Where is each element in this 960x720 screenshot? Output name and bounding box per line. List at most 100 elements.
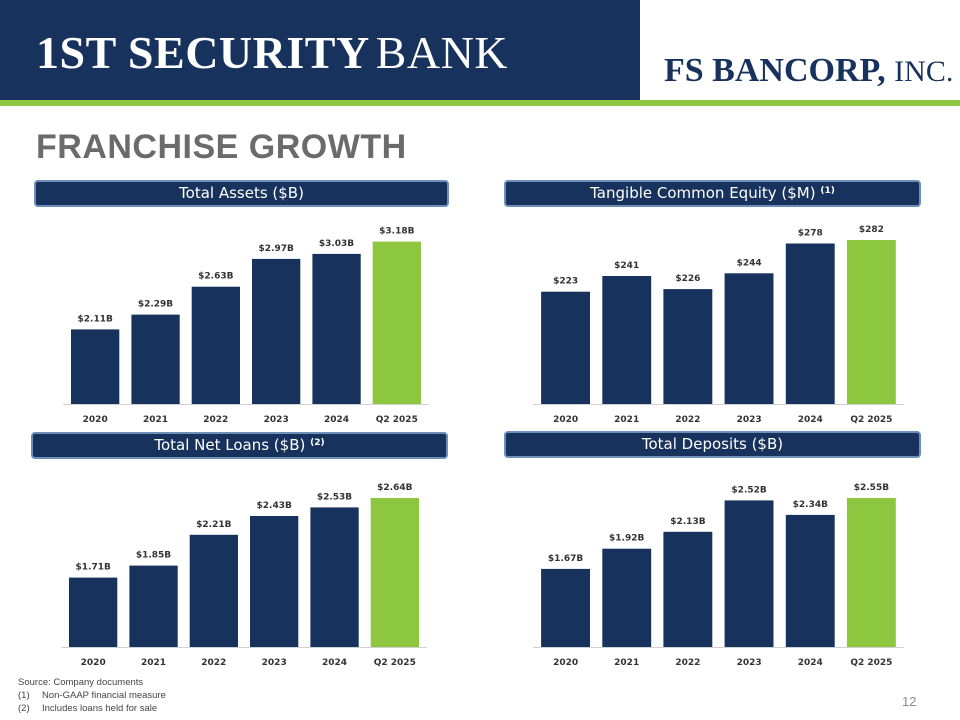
data-label: $278 [798,229,823,239]
x-tick-label: 2024 [798,658,823,668]
footnote-number: (1) [18,690,30,701]
bar-2020 [71,329,120,404]
x-tick-label: 2024 [322,658,347,668]
bar-2021 [602,548,652,647]
footnote-text: Non-GAAP financial measure [42,690,166,701]
x-tick-label: 2022 [201,658,226,668]
bar-q2-2025 [846,240,896,404]
data-label: $1.67B [548,554,583,564]
bank-logo-word: BANK [375,27,509,78]
x-tick-label: 2022 [675,415,700,425]
bank-logo-main: 1ST SECURITY [36,27,370,78]
x-tick-label: 2020 [81,658,106,668]
footnote-row: (2) Includes loans held for sale [18,702,166,715]
page-title: FRANCHISE GROWTH [36,128,407,166]
data-label: $1.85B [136,551,171,561]
footnote-number: (2) [18,703,30,714]
x-tick-label: Q2 2025 [376,415,418,425]
corp-logo-main: FS BANCORP, [664,52,886,89]
x-tick-label: 2023 [737,658,762,668]
x-tick-label: 2020 [553,658,578,668]
chart-header-total-net-loans: Total Net Loans ($B) (2) [31,432,448,459]
bar-2022 [663,531,713,647]
data-label: $2.11B [78,314,113,324]
bar-q2-2025 [846,498,896,647]
bar-2023 [252,258,301,404]
bar-2021 [131,314,180,404]
chart-title: Total Net Loans ($B) [154,436,306,454]
x-tick-label: 2024 [324,415,349,425]
chart-header-total-deposits: Total Deposits ($B) [504,431,921,458]
bar-2021 [129,565,178,647]
x-tick-label: 2021 [141,658,166,668]
chart-header-total-assets: Total Assets ($B) [34,180,449,207]
data-label: $226 [675,274,700,284]
chart-title-note: (1) [820,186,835,196]
x-tick-label: 2020 [553,415,578,425]
bar-2024 [312,253,361,404]
bar-2024 [785,243,835,404]
bar-2021 [602,276,652,404]
chart-total-assets: $2.11B 2020 $2.29B 2021 $2.63B 2022 $2.97B 2023… [63,227,429,425]
page-number: 12 [902,694,917,709]
x-tick-label: 2023 [262,658,287,668]
bar-2020 [541,568,590,647]
bank-logo: 1ST SECURITY BANK [36,26,508,79]
footnote-text: Includes loans held for sale [42,703,158,714]
data-label: $1.92B [609,534,644,544]
x-tick-label: 2022 [203,415,228,425]
data-label: $1.71B [76,563,111,573]
footnote-row: (1) Non-GAAP financial measure [18,689,166,702]
bar-2023 [724,500,774,647]
bar-2020 [541,291,590,404]
data-label: $244 [737,258,762,268]
x-tick-label: 2023 [264,415,289,425]
x-tick-label: Q2 2025 [850,415,892,425]
header-green-rule [0,100,960,106]
x-tick-label: 2022 [675,658,700,668]
data-label: $2.21B [196,520,231,530]
bar-q2-2025 [372,241,421,404]
bar-2022 [189,534,238,647]
bar-2022 [663,289,713,404]
data-label: $3.18B [379,227,414,237]
x-tick-label: Q2 2025 [850,658,892,668]
footnote-source: Source: Company documents [18,677,144,688]
x-tick-label: 2021 [614,415,639,425]
x-tick-label: 2024 [798,415,823,425]
bar-2023 [724,273,774,404]
data-label: $2.43B [257,501,292,511]
data-label: $282 [859,225,884,235]
corp-logo: FS BANCORP, INC. [664,52,953,90]
footnotes: Source: Company documents (1) Non-GAAP f… [18,676,166,715]
data-label: $2.29B [138,300,173,310]
chart-title: Total Assets ($B) [179,184,304,202]
x-tick-label: 2021 [614,658,639,668]
data-label: $2.34B [793,500,828,510]
chart-title-note: (2) [310,438,325,448]
corp-logo-word: INC. [894,55,954,88]
x-tick-label: 2021 [143,415,168,425]
data-label: $2.13B [670,517,705,527]
chart-title: Tangible Common Equity ($M) [590,184,816,202]
chart-total-deposits: $1.67B 2020 $1.92B 2021 $2.13B 2022 $2.52B 2023… [533,483,904,668]
x-tick-label: 2020 [83,415,108,425]
x-tick-label: Q2 2025 [374,658,416,668]
chart-title: Total Deposits ($B) [641,435,784,453]
chart-header-tangible-common-equity: Tangible Common Equity ($M) (1) [504,180,921,207]
bar-2024 [785,514,835,647]
data-label: $2.55B [854,483,889,493]
data-label: $2.64B [377,483,412,493]
data-label: $2.63B [198,272,233,282]
x-tick-label: 2023 [737,415,762,425]
data-label: $3.03B [319,239,354,249]
data-label: $223 [553,277,578,287]
data-label: $2.97B [259,244,294,254]
bar-2022 [191,286,240,404]
bar-2023 [250,516,299,647]
chart-tangible-common-equity: $223 2020 $241 2021 $226 2022 $244 2023 $278 2024… [533,225,904,425]
bar-q2-2025 [370,498,419,647]
header-band [0,0,640,100]
bar-2020 [69,577,118,647]
data-label: $2.52B [731,485,766,495]
